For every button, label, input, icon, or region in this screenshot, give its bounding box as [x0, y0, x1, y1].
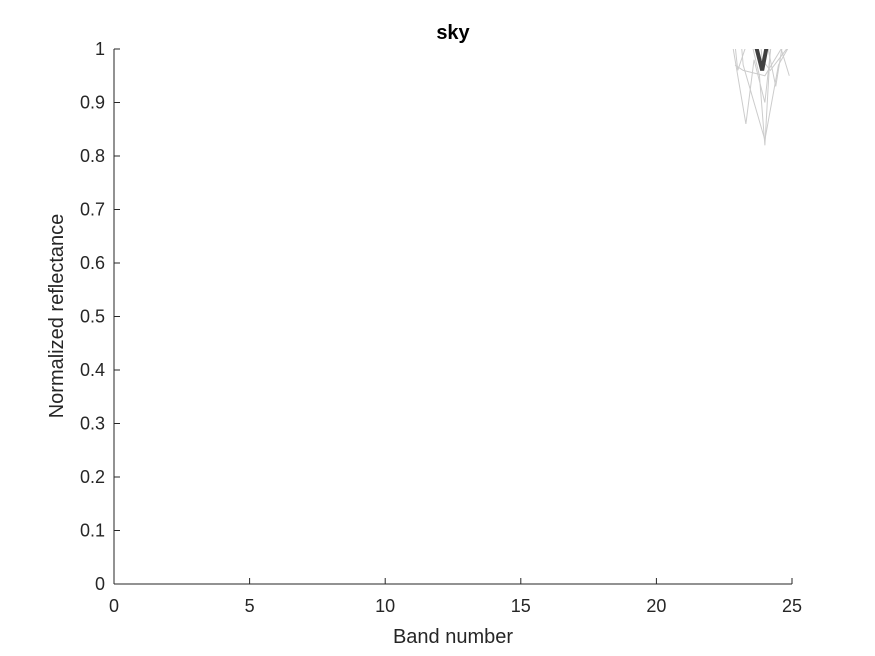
y-tick-label: 0.1 [80, 521, 105, 541]
x-tick-label: 5 [245, 596, 255, 616]
y-tick-label: 0.8 [80, 146, 105, 166]
series-line-6 [760, 49, 788, 72]
mean-series-line [754, 49, 769, 71]
x-tick-label: 10 [375, 596, 395, 616]
y-tick-label: 0.2 [80, 467, 105, 487]
y-axis-label: Normalized reflectance [46, 214, 68, 419]
x-tick-label: 25 [782, 596, 802, 616]
series-line-4 [741, 49, 789, 141]
y-tick-label: 0 [95, 574, 105, 594]
y-tick-label: 0.9 [80, 93, 105, 113]
series-line-5 [734, 49, 790, 77]
x-tick-label: 0 [109, 596, 119, 616]
y-tick-label: 0.3 [80, 414, 105, 434]
data-lines [732, 49, 790, 146]
chart-title: sky [436, 22, 470, 44]
y-tick-label: 0.5 [80, 307, 105, 327]
y-tick-label: 0.6 [80, 253, 105, 273]
y-tick-label: 0.7 [80, 200, 105, 220]
series-line-3 [752, 49, 771, 146]
x-axis-label: Band number [393, 626, 513, 648]
axes: 0 5 10 15 20 25 0 0.1 0.2 0.3 0.4 0.5 0.6 0.7 0.8 0.9 1 [80, 39, 802, 616]
y-tick-label: 0.4 [80, 360, 105, 380]
y-tick-label: 1 [95, 39, 105, 59]
x-tick-label: 20 [646, 596, 666, 616]
x-tick-label: 15 [511, 596, 531, 616]
